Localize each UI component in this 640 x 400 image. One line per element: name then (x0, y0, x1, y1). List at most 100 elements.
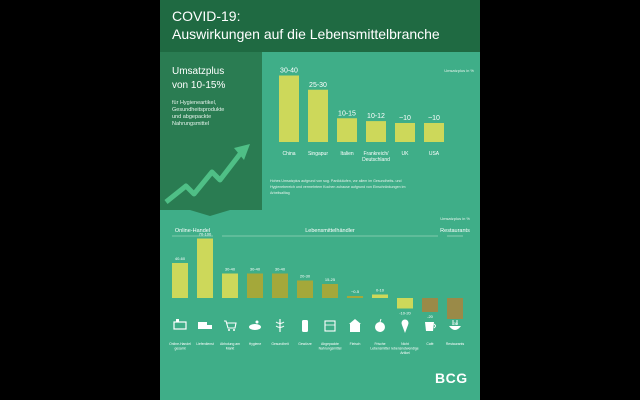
page-subtitle: Auswirkungen auf die Lebensmittelbranche (172, 26, 440, 42)
country-chart-svg: Umsatzplus in % 30-40 China 25-30 Singapur 10… (270, 68, 474, 196)
icon-shape (379, 318, 382, 323)
country-bar (279, 75, 299, 142)
segment-category-label: Nicht (401, 342, 409, 346)
segment-bar (397, 298, 413, 309)
country-footnote: Hohes Umsatzplus aufgrund von sog. Panik… (270, 179, 401, 183)
icon-shape (255, 320, 259, 324)
chart-unit-label: Umsatzplus in % (440, 216, 470, 221)
country-category-label: China (282, 151, 295, 157)
country-category-label: Deutschland (362, 157, 390, 163)
description-line: Gesundheitsprodukte (172, 107, 225, 113)
segment-bar (222, 273, 238, 298)
segment-chart-svg: Umsatzplus in % Online-Handel Lebensmittel… (169, 210, 470, 355)
butcher-shop-icon (349, 319, 361, 332)
icon-shape (433, 323, 436, 329)
country-bar (308, 89, 328, 142)
segment-group-label: Online-Handel (175, 228, 210, 234)
country-category-label: Singapur (308, 151, 328, 157)
segment-bar (322, 284, 338, 298)
country-bar (337, 118, 357, 142)
icon-shape (425, 322, 434, 331)
segment-category-label: Artikel (400, 351, 410, 355)
ice-cream-icon (401, 319, 409, 333)
segment-value-label: 70-100 (199, 232, 212, 237)
country-value-label: 25-30 (309, 82, 327, 89)
segment-value-label: ~0-5 (351, 289, 360, 294)
country-footnote: Arbeitsalltag (270, 191, 290, 195)
country-category-label: Frankreich/ (363, 151, 389, 157)
segment-category-label: Fleisch (350, 342, 361, 346)
shopping-cart-icon (173, 319, 187, 330)
country-bar (424, 123, 444, 142)
segment-value-label: 20-30 (300, 274, 311, 279)
segment-bar (422, 298, 438, 312)
caduceus-icon (275, 319, 285, 332)
segment-bar (247, 273, 263, 298)
trend-arrow-icon (164, 144, 250, 204)
icon-shape (324, 320, 336, 332)
icon-shape (401, 319, 409, 327)
food-bowl-icon (449, 320, 461, 330)
cart-pickup-icon (224, 320, 237, 331)
segment-category-label: Abgepackte (321, 342, 339, 346)
segment-value-label: -20 (427, 314, 434, 319)
country-value-label: 10-12 (367, 113, 385, 120)
icon-shape (173, 321, 187, 330)
icon-shape (224, 320, 237, 329)
icon-shape (302, 320, 308, 332)
segment-value-label: 0-10 (376, 288, 385, 293)
icon-shape (349, 319, 361, 324)
segment-category-label: Café (426, 342, 433, 346)
icon-shape (350, 324, 360, 332)
bcg-logo: BCG (435, 370, 468, 386)
description-line: Nahrungsmittel (172, 121, 209, 127)
icon-shape (249, 324, 261, 330)
canned-food-icon (324, 320, 336, 332)
country-value-label: ~10 (399, 115, 411, 122)
segment-category-label: Gewürze (298, 342, 312, 346)
segment-category-label: gesamt (174, 347, 185, 351)
delivery-truck-icon (198, 322, 212, 329)
country-category-label: Italien (340, 151, 354, 157)
apple-icon (375, 318, 385, 332)
segment-value-label: -10-20 (399, 311, 411, 316)
section-pointer (190, 210, 230, 216)
segment-category-label: Nahrungsmittel (319, 347, 342, 351)
icon-shape (275, 321, 285, 328)
segment-category-label: Abholung am (220, 342, 240, 346)
headline-line-1: Umsatzplus (172, 66, 225, 77)
icon-shape (207, 325, 212, 329)
segment-value-label: -30 (452, 321, 459, 326)
coffee-cup-icon (425, 322, 436, 331)
headline-line-2: von 10-15% (172, 80, 226, 91)
chart-unit-label: Umsatzplus in % (444, 68, 474, 73)
segment-category-label: Frische (374, 342, 385, 346)
segment-category-label: Lieferdienst (196, 342, 214, 346)
segment-value-label: 15-25 (325, 277, 336, 282)
segment-bar (272, 273, 288, 298)
segment-bar (172, 263, 188, 298)
icon-shape (402, 325, 408, 333)
segment-value-label: 30-40 (225, 267, 236, 272)
segment-category-label: Restaurants (446, 342, 465, 346)
segment-category-label: Markt (226, 347, 235, 351)
country-bar (366, 121, 386, 142)
segment-bar (297, 280, 313, 298)
icon-shape (228, 329, 230, 331)
segment-value-label: 40-60 (175, 256, 186, 261)
icon-shape (198, 322, 207, 329)
description-line: und abgepackte (172, 114, 212, 120)
segment-category-label: Lebensmittel (370, 347, 389, 351)
segment-bar (447, 298, 463, 319)
country-footnote: Hygienebereich und vermehrtem Kochen zuh… (270, 185, 405, 189)
country-category-label: USA (429, 151, 440, 157)
segment-value-label: 30-40 (250, 267, 261, 272)
headline-description: für Hygieneartikel, Gesundheitsprodukte … (172, 100, 258, 128)
segment-category-label: Online-Handel (169, 342, 191, 346)
segment-value-label: 30-40 (275, 267, 286, 272)
country-value-label: 10-15 (338, 110, 356, 117)
header-banner: COVID-19: Auswirkungen auf die Lebensmit… (160, 0, 480, 52)
segment-category-label: lebensnotwendige (391, 347, 418, 351)
soap-hand-icon (249, 320, 261, 330)
segment-chart: Umsatzplus in % Online-Handel Lebensmittel… (160, 210, 480, 400)
